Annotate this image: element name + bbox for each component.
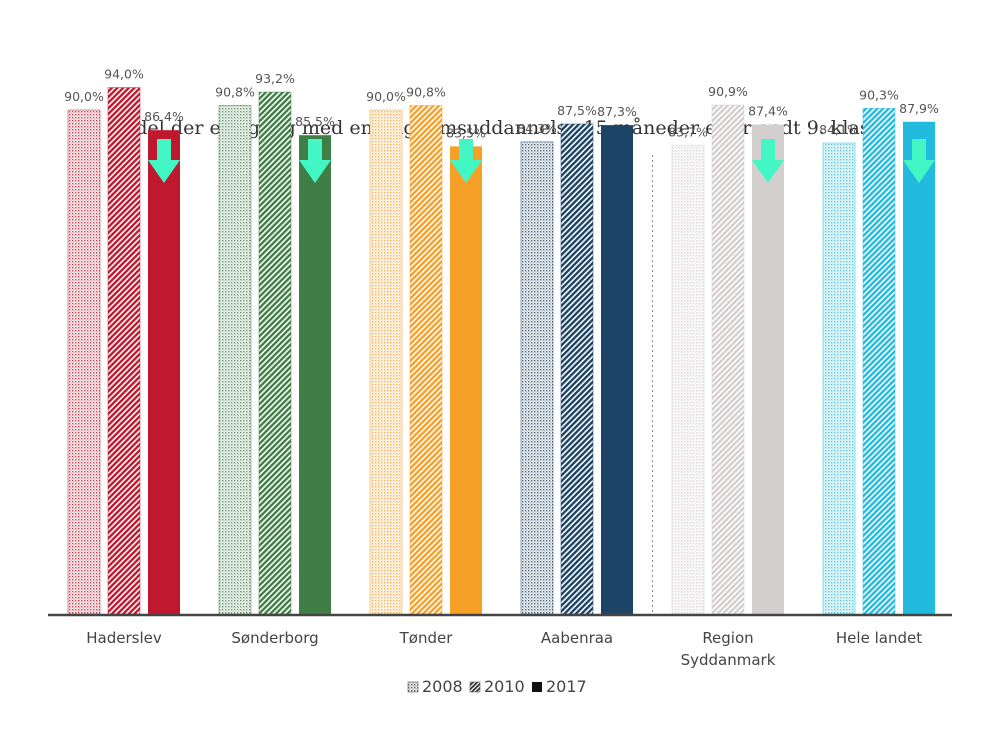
bar-aabenraa-2010 xyxy=(560,123,594,615)
bar-sonderborg-2010 xyxy=(258,91,292,615)
value-label-region-syddanmark-2008: 83,7% xyxy=(668,124,708,139)
bar-tonder-2017 xyxy=(450,146,482,614)
bar-haderslev-2010 xyxy=(107,87,141,615)
category-label-haderslev: Haderslev xyxy=(86,629,162,647)
value-label-region-syddanmark-2010: 90,9% xyxy=(708,84,748,99)
category-label-hele-landet: Hele landet xyxy=(836,629,922,647)
chart-title: Andel der er i gang med en ungdomsuddann… xyxy=(108,117,890,139)
legend: 2008 2010 2017 xyxy=(407,677,587,696)
highlight-arrows xyxy=(148,139,935,183)
arrow-icon-haderslev xyxy=(148,139,180,183)
category-label-tonder: Tønder xyxy=(399,629,454,647)
value-label-haderslev-2010: 94,0% xyxy=(104,67,144,82)
value-label-aabenraa-2010: 87,5% xyxy=(557,103,597,118)
legend-swatch-2008 xyxy=(407,681,419,693)
arrow-icon-tonder xyxy=(450,139,482,183)
bar-aabenraa-2008 xyxy=(520,141,554,615)
value-label-tonder-2008: 90,0% xyxy=(366,89,406,104)
legend-label-2010: 2010 xyxy=(484,677,525,696)
value-label-tonder-2010: 90,8% xyxy=(406,85,446,100)
bar-hele-landet-2010 xyxy=(862,107,896,615)
bar-tonder-2010 xyxy=(409,105,443,615)
bar-haderslev-2017 xyxy=(148,130,180,614)
value-label-tonder-2017: 83,5% xyxy=(446,125,486,140)
bar-hele-landet-2008 xyxy=(822,142,856,615)
bar-region-syddanmark-2017 xyxy=(752,124,784,614)
bar-haderslev-2008 xyxy=(67,109,101,615)
value-label-region-syddanmark-2017: 87,4% xyxy=(748,104,788,119)
category-label-sonderborg: Sønderborg xyxy=(231,629,318,647)
arrow-icon-sonderborg xyxy=(299,139,331,183)
value-label-sonderborg-2008: 90,8% xyxy=(215,85,255,100)
bar-aabenraa-2017 xyxy=(601,125,633,615)
bar-hele-landet-2017 xyxy=(903,121,935,614)
legend-swatch-2010 xyxy=(469,681,481,693)
value-label-haderslev-2017: 86,4% xyxy=(144,109,184,124)
value-label-hele-landet-2010: 90,3% xyxy=(859,87,899,102)
legend-label-2008: 2008 xyxy=(422,677,463,696)
value-label-hele-landet-2017: 87,9% xyxy=(899,101,939,116)
value-label-sonderborg-2017: 85,5% xyxy=(295,114,335,129)
value-label-aabenraa-2008: 84,3% xyxy=(517,121,557,136)
bars xyxy=(67,87,935,615)
value-label-hele-landet-2008: 84,1% xyxy=(819,122,859,137)
value-label-haderslev-2008: 90,0% xyxy=(64,89,104,104)
category-labels: Haderslev Sønderborg Tønder Aabenraa Region S… xyxy=(86,629,922,669)
arrow-icon-hele-landet xyxy=(903,139,935,183)
bar-sonderborg-2008 xyxy=(218,105,252,615)
legend-swatch-2017 xyxy=(532,682,542,692)
legend-label-2017: 2017 xyxy=(546,677,587,696)
arrow-icon-region-syddanmark xyxy=(752,139,784,183)
bar-region-syddanmark-2010 xyxy=(711,104,745,615)
value-label-sonderborg-2010: 93,2% xyxy=(255,71,295,86)
bar-tonder-2008 xyxy=(369,109,403,615)
bar-sonderborg-2017 xyxy=(299,135,331,614)
category-label-aabenraa: Aabenraa xyxy=(541,629,613,647)
value-labels: 90,0%94,0%86,4%90,8%93,2%85,5%90,0% 90,8%… xyxy=(64,67,939,141)
category-label-region-syddanmark: Region Syddanmark xyxy=(681,629,776,669)
value-label-aabenraa-2017: 87,3% xyxy=(597,104,637,119)
bar-region-syddanmark-2008 xyxy=(671,144,705,615)
